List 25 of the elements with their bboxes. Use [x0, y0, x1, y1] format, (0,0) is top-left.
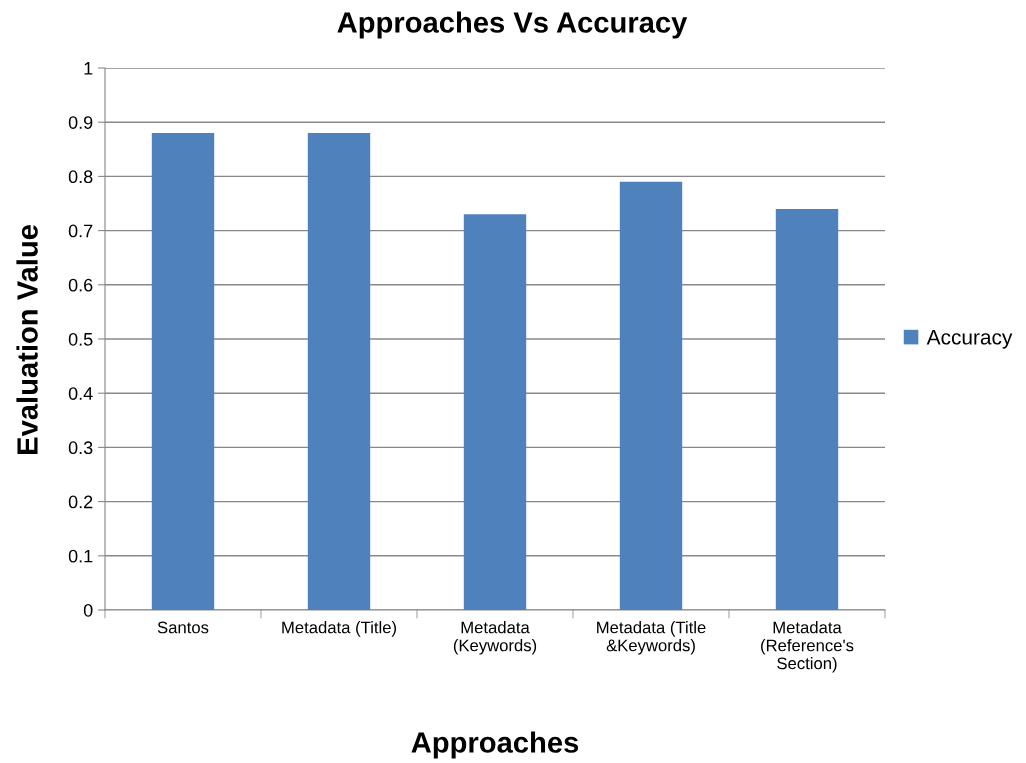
- bar: [151, 133, 215, 610]
- x-tick-label: Metadata (Title): [282, 621, 397, 637]
- y-tick-label: 0.3: [68, 441, 93, 455]
- x-tick-label: Metadata (Reference's Section): [761, 621, 854, 673]
- bar: [775, 208, 839, 610]
- y-tick-label: 0: [83, 603, 93, 617]
- y-tick-label: 0.6: [68, 278, 93, 292]
- y-tick-label: 1: [84, 62, 93, 75]
- y-tick-label: 0.1: [68, 549, 93, 563]
- y-tick-label: 0.4: [68, 387, 93, 400]
- y-tick-label: 0.2: [68, 495, 93, 509]
- y-tick-label: 0.5: [68, 332, 93, 346]
- bar: [619, 181, 683, 610]
- bar: [463, 214, 527, 610]
- y-tick-label: 0.8: [68, 170, 93, 184]
- y-tick-label: 0.9: [68, 116, 93, 129]
- x-tick-label: Metadata (Title &Keywords): [597, 621, 706, 655]
- chart-title: Approaches Vs Accuracy: [337, 11, 688, 39]
- x-tick-label: Metadata (Keywords): [453, 621, 537, 655]
- y-tick-label: 0.7: [68, 224, 93, 238]
- legend-label: Accuracy: [926, 330, 1013, 349]
- x-tick-label: Santos: [157, 621, 209, 634]
- bar: [307, 133, 371, 610]
- y-axis-title: Evaluation Value: [16, 225, 38, 454]
- x-axis-title: Approaches: [411, 731, 579, 759]
